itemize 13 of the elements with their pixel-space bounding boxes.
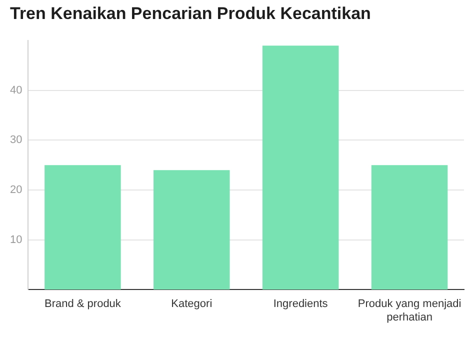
x-tick-label: Produk yang menjadi perhatian xyxy=(358,298,462,324)
x-tick-label: Ingredients xyxy=(273,298,328,310)
y-tick-label: 10 xyxy=(10,234,22,246)
y-tick-label: 30 xyxy=(10,134,22,146)
bar xyxy=(44,165,121,290)
x-tick-label: Brand & produk xyxy=(44,298,122,310)
y-tick-label: 20 xyxy=(10,184,22,196)
y-tick-label: 40 xyxy=(10,84,22,96)
bar xyxy=(154,170,230,290)
x-tick-label: Kategori xyxy=(171,298,212,310)
chart-title: Tren Kenaikan Pencarian Produk Kecantikan xyxy=(10,4,371,24)
bar xyxy=(371,165,448,290)
bar xyxy=(262,46,339,290)
